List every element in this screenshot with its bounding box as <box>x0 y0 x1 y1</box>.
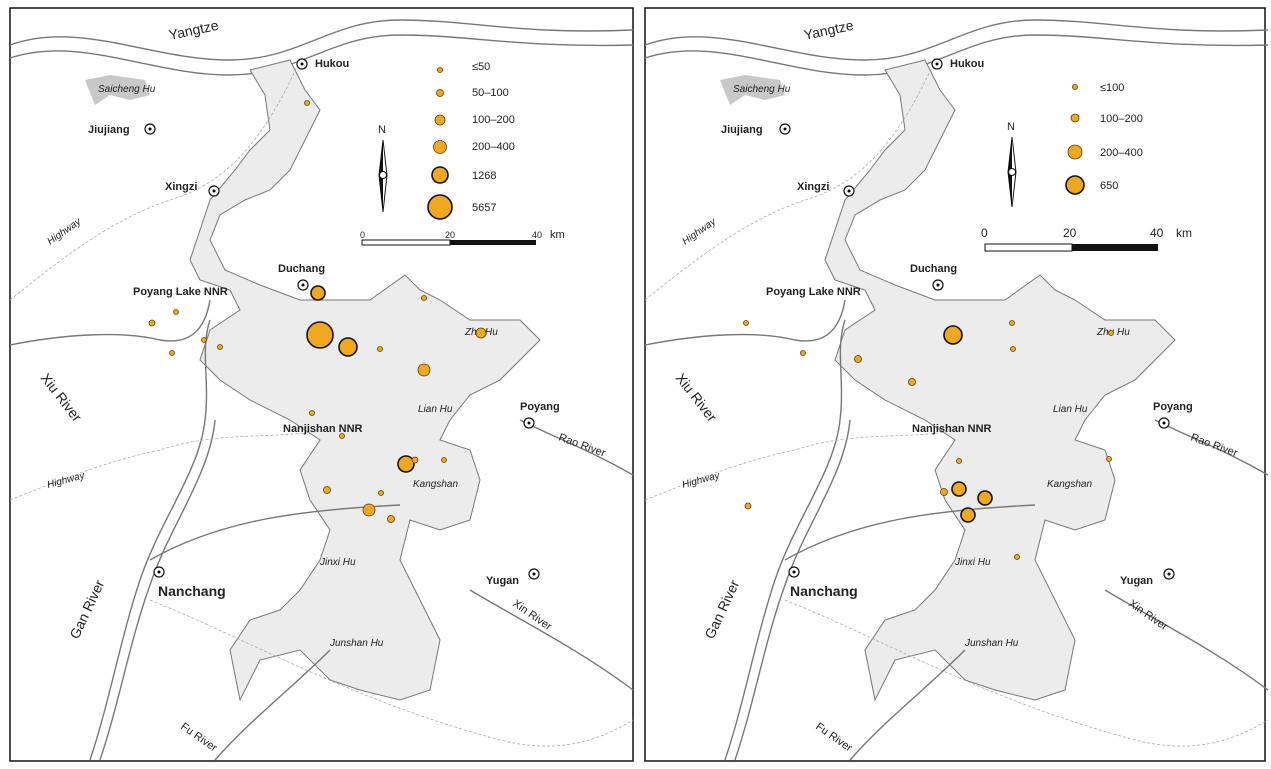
town-label: Kangshan <box>413 479 458 490</box>
road-label: Highway <box>45 216 84 248</box>
legend-label: 1268 <box>472 170 496 182</box>
lake-label: Jinxi Hu <box>954 557 991 568</box>
city-label: Jiujiang <box>88 124 130 136</box>
river-label: Yangtze <box>802 17 855 43</box>
legend-label: 650 <box>1100 180 1118 192</box>
survey-points <box>743 320 1114 560</box>
legend: ≤50 50–100 100–200 200–400 1268 5657 <box>427 61 515 220</box>
lake-label: Lian Hu <box>1053 404 1088 415</box>
river-label: Xin River <box>510 598 554 634</box>
city-label: Yugan <box>1120 575 1153 587</box>
river-label: Yangtze <box>167 17 220 43</box>
reserve-label: Poyang Lake NNR <box>133 286 228 298</box>
road-label: Highway <box>681 470 722 491</box>
river-label: Fu River <box>813 721 854 755</box>
legend-label: ≤100 <box>1100 82 1124 94</box>
lake-label: Saicheng Hu <box>733 84 791 95</box>
road-label: Highway <box>680 216 719 248</box>
legend-label: 200–400 <box>472 141 515 153</box>
river-label: Gan River <box>66 577 107 641</box>
city-label: Nanchang <box>790 583 858 599</box>
city-label: Xingzi <box>797 181 829 193</box>
legend: ≤100 100–200 200–400 650 <box>1065 82 1143 195</box>
river-label: Rao River <box>1189 432 1239 460</box>
scale-bar: 0 20 40 km <box>360 229 565 246</box>
legend-label: ≤50 <box>472 61 490 73</box>
north-label: N <box>378 124 386 136</box>
legend-label: 100–200 <box>472 114 515 126</box>
legend-label: 200–400 <box>1100 147 1143 159</box>
panel-frame <box>644 7 1266 762</box>
river-label: Rao River <box>557 432 607 460</box>
city-label: Poyang <box>520 401 560 413</box>
scale-label: 20 <box>1063 226 1077 240</box>
lake-label: Jinxi Hu <box>319 557 356 568</box>
city-label: Duchang <box>278 263 325 275</box>
survey-points <box>148 100 487 523</box>
north-label: N <box>1007 121 1015 133</box>
lake-label: Junshan Hu <box>964 638 1019 649</box>
legend-label: 100–200 <box>1100 113 1143 125</box>
scale-label: 0 <box>981 226 988 240</box>
north-arrow: N <box>1007 121 1017 208</box>
scale-label: 0 <box>360 230 365 240</box>
city-label: Duchang <box>910 263 957 275</box>
city-label: Xingzi <box>165 181 197 193</box>
city-label: Nanchang <box>158 583 226 599</box>
reserve-label: Poyang Lake NNR <box>766 286 861 298</box>
panel-frame <box>9 7 634 762</box>
scale-label: 20 <box>445 230 455 240</box>
lake-label: Lian Hu <box>418 404 453 415</box>
city-markers <box>144 58 1175 580</box>
scale-bar: 0 20 40 km <box>981 226 1192 252</box>
legend-label: 50–100 <box>472 87 509 99</box>
city-label: Jiujiang <box>721 124 763 136</box>
city-label: Hukou <box>950 58 984 70</box>
north-arrow: N <box>378 124 388 213</box>
scale-unit: km <box>550 229 565 241</box>
town-label: Kangshan <box>1047 479 1092 490</box>
scale-unit: km <box>1176 226 1192 240</box>
river-label: Gan River <box>701 577 742 641</box>
city-label: Hukou <box>315 58 349 70</box>
reserve-label: Nanjishan NNR <box>912 423 992 435</box>
city-label: Poyang <box>1153 401 1193 413</box>
city-label: Yugan <box>486 575 519 587</box>
river-label: Xin River <box>1126 598 1170 634</box>
river-label: Xiu River <box>673 370 721 425</box>
road-label: Highway <box>46 470 87 491</box>
reserve-label: Nanjishan NNR <box>283 423 363 435</box>
lake-label: Junshan Hu <box>329 638 384 649</box>
scale-label: 40 <box>1150 226 1164 240</box>
river-label: Fu River <box>178 721 219 755</box>
lake-label: Saicheng Hu <box>98 84 156 95</box>
scale-label: 40 <box>532 230 542 240</box>
river-label: Xiu River <box>38 370 86 425</box>
legend-label: 5657 <box>472 202 496 214</box>
